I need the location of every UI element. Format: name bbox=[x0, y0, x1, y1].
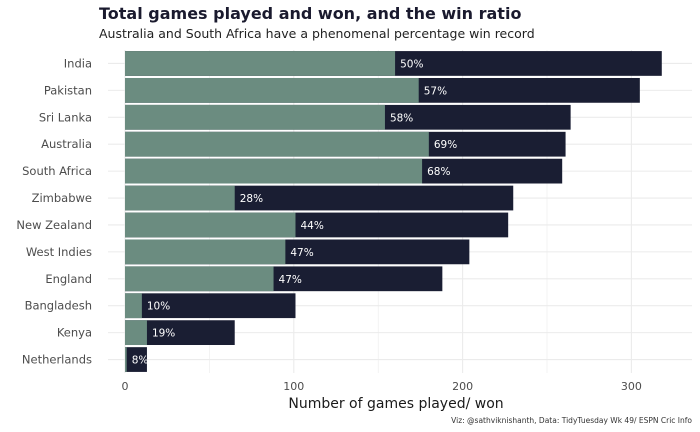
bar-games-won bbox=[125, 77, 419, 103]
category-tick-label: Kenya bbox=[57, 326, 92, 340]
chart-caption: Viz: @sathviknishanth, Data: TidyTuesday… bbox=[451, 416, 692, 425]
category-tick-label: New Zealand bbox=[16, 218, 92, 232]
bar-games-won bbox=[125, 51, 396, 76]
category-tick-label: England bbox=[45, 272, 92, 286]
bar-games-won bbox=[125, 131, 429, 157]
bar-games-won bbox=[125, 347, 127, 372]
category-tick-label: South Africa bbox=[22, 164, 92, 178]
x-tick-label: 100 bbox=[283, 380, 304, 393]
bar-games-won bbox=[125, 293, 142, 319]
category-tick-label: Zimbabwe bbox=[32, 191, 92, 205]
x-tick-label: 300 bbox=[621, 380, 642, 393]
win-ratio-label: 69% bbox=[434, 139, 457, 151]
bar-games-won bbox=[125, 158, 423, 184]
x-tick-label: 0 bbox=[122, 380, 129, 393]
bar-games-won bbox=[125, 239, 286, 265]
category-tick-label: Bangladesh bbox=[25, 299, 92, 313]
win-ratio-label: 28% bbox=[240, 193, 263, 205]
bar-games-won bbox=[125, 104, 385, 130]
win-ratio-label: 47% bbox=[279, 274, 302, 286]
win-ratio-label: 8% bbox=[132, 355, 149, 367]
x-tick-label: 200 bbox=[452, 380, 473, 393]
bar-games-won bbox=[125, 212, 296, 238]
bar-games-played bbox=[125, 347, 147, 372]
bar-games-played bbox=[125, 293, 296, 319]
chart-subtitle: Australia and South Africa have a phenom… bbox=[99, 26, 535, 41]
category-tick-label: Netherlands bbox=[22, 353, 92, 367]
bar-games-won bbox=[125, 185, 235, 211]
category-tick-label: Sri Lanka bbox=[39, 110, 92, 124]
win-ratio-label: 47% bbox=[290, 247, 313, 259]
category-tick-label: Australia bbox=[41, 137, 92, 151]
win-ratio-label: 50% bbox=[400, 58, 423, 70]
x-axis-title: Number of games played/ won bbox=[288, 396, 503, 412]
category-tick-label: Pakistan bbox=[44, 83, 92, 97]
win-ratio-label: 57% bbox=[424, 85, 447, 97]
win-ratio-label: 58% bbox=[390, 112, 413, 124]
category-tick-label: India bbox=[64, 56, 92, 70]
win-ratio-label: 10% bbox=[147, 301, 170, 313]
bar-games-won bbox=[125, 266, 274, 292]
chart-title: Total games played and won, and the win … bbox=[99, 4, 522, 23]
win-ratio-label: 44% bbox=[300, 220, 323, 232]
win-ratio-label: 68% bbox=[427, 166, 450, 178]
bar-games-won bbox=[125, 320, 147, 346]
category-tick-label: West Indies bbox=[26, 245, 92, 259]
win-ratio-label: 19% bbox=[152, 328, 175, 340]
